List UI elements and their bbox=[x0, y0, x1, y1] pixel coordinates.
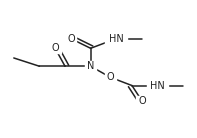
Text: HN: HN bbox=[150, 81, 165, 91]
Bar bbox=[147, 80, 168, 91]
Text: O: O bbox=[67, 34, 75, 44]
Bar bbox=[85, 61, 96, 71]
Text: N: N bbox=[87, 61, 94, 71]
Bar bbox=[136, 95, 147, 106]
Text: O: O bbox=[107, 72, 114, 82]
Text: HN: HN bbox=[109, 34, 124, 44]
Bar bbox=[50, 43, 61, 53]
Text: O: O bbox=[51, 43, 59, 53]
Text: O: O bbox=[138, 96, 146, 106]
Bar bbox=[105, 34, 127, 44]
Bar bbox=[65, 34, 76, 44]
Bar bbox=[105, 72, 116, 82]
